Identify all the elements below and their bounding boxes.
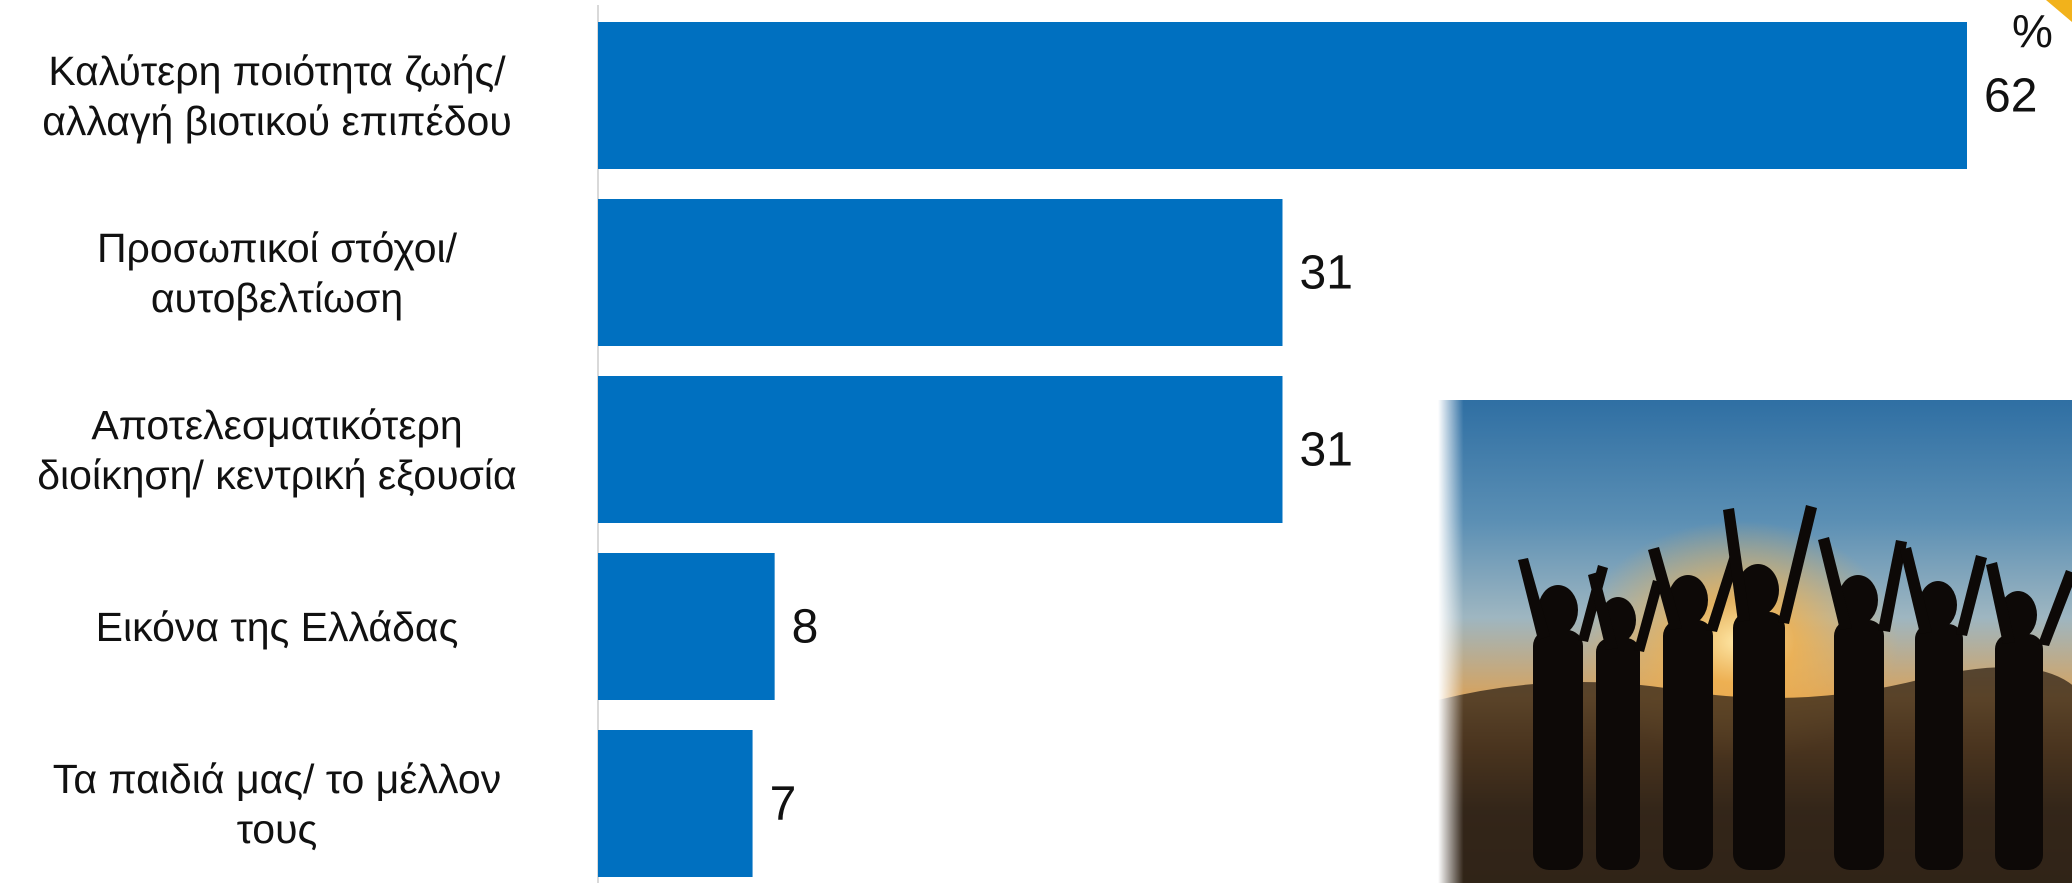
bar-4 bbox=[598, 553, 775, 700]
category-label-1: Καλύτερη ποιότητα ζωής/αλλαγή βιοτικού ε… bbox=[0, 46, 557, 146]
category-label-line: Προσωπικοί στόχοι/ bbox=[96, 224, 458, 271]
category-label-line: τους bbox=[236, 805, 318, 852]
category-label-line: Τα παιδιά μας/ το μέλλον bbox=[52, 755, 502, 802]
data-label-5: 7 bbox=[770, 778, 797, 831]
category-label-line: Εικόνα της Ελλάδας bbox=[95, 603, 459, 650]
category-label-4: Εικόνα της Ελλάδας bbox=[0, 602, 557, 652]
bar-1 bbox=[598, 22, 1967, 169]
corner-accent bbox=[2046, 0, 2072, 22]
data-label-4: 8 bbox=[792, 601, 819, 654]
category-label-line: Καλύτερη ποιότητα ζωής/ bbox=[48, 47, 506, 94]
category-label-line: αυτοβελτίωση bbox=[150, 274, 404, 321]
bar-5 bbox=[598, 730, 753, 877]
data-label-3: 31 bbox=[1300, 424, 1353, 477]
category-label-line: διοίκηση/ κεντρική εξουσία bbox=[37, 451, 517, 498]
category-label-3: Αποτελεσματικότερη διοίκηση/ κεντρική εξο… bbox=[0, 400, 557, 500]
data-label-2: 31 bbox=[1300, 247, 1353, 300]
category-label-5: Τα παιδιά μας/ το μέλλον τους bbox=[0, 754, 557, 854]
bar-2 bbox=[598, 199, 1283, 346]
category-label-line: Αποτελεσματικότερη bbox=[91, 401, 463, 448]
people-sunset-photo bbox=[1438, 400, 2072, 883]
category-label-line: αλλαγή βιοτικού επιπέδου bbox=[42, 97, 512, 144]
data-label-1: 62 bbox=[1984, 70, 2037, 123]
category-label-2: Προσωπικοί στόχοι/αυτοβελτίωση bbox=[0, 223, 557, 323]
bar-3 bbox=[598, 376, 1283, 523]
